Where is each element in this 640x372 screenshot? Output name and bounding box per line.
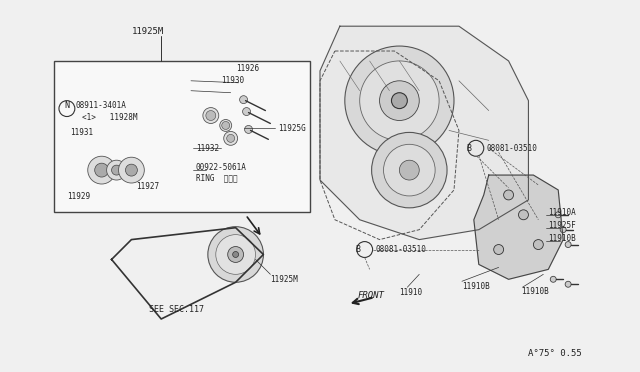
Circle shape [118, 157, 145, 183]
Text: 11910B: 11910B [548, 234, 576, 243]
Text: 11910B: 11910B [462, 282, 490, 291]
Circle shape [239, 96, 248, 104]
Text: 11910B: 11910B [522, 287, 549, 296]
Circle shape [88, 156, 116, 184]
Text: 08081-03510: 08081-03510 [487, 144, 538, 153]
Text: N: N [65, 101, 69, 110]
Circle shape [221, 122, 230, 129]
Circle shape [372, 132, 447, 208]
Text: FRONT: FRONT [358, 291, 385, 300]
Circle shape [383, 144, 435, 196]
Text: 11930: 11930 [221, 76, 244, 85]
Circle shape [493, 244, 504, 254]
Circle shape [95, 163, 109, 177]
Circle shape [565, 241, 571, 247]
Text: 11925M: 11925M [270, 275, 298, 284]
Polygon shape [474, 175, 563, 279]
Circle shape [560, 227, 566, 232]
Text: 11925M: 11925M [131, 27, 164, 36]
Circle shape [243, 108, 250, 116]
Text: 08081-03510: 08081-03510 [376, 245, 426, 254]
Circle shape [533, 240, 543, 250]
Bar [54, 61, 310, 212]
Circle shape [244, 125, 253, 134]
Circle shape [224, 131, 237, 145]
Polygon shape [320, 26, 529, 240]
Circle shape [227, 134, 235, 142]
Circle shape [518, 210, 529, 220]
Circle shape [111, 165, 122, 175]
Circle shape [565, 281, 571, 287]
Circle shape [216, 235, 255, 274]
Text: 11925F: 11925F [548, 221, 576, 230]
Text: 11931: 11931 [70, 128, 93, 137]
Text: SEE SEC.117: SEE SEC.117 [149, 305, 204, 314]
Text: 11910: 11910 [399, 288, 422, 297]
Circle shape [399, 160, 419, 180]
Circle shape [504, 190, 513, 200]
Circle shape [380, 81, 419, 121]
Circle shape [360, 61, 439, 140]
Text: 11932: 11932 [196, 144, 219, 153]
Text: <1>   11928M: <1> 11928M [82, 113, 138, 122]
Circle shape [125, 164, 138, 176]
Text: B: B [467, 144, 472, 153]
Circle shape [208, 227, 264, 282]
Text: 11929: 11929 [67, 192, 90, 201]
Circle shape [206, 110, 216, 121]
Circle shape [220, 119, 232, 131]
Text: A°75° 0.55: A°75° 0.55 [529, 349, 582, 358]
Text: 11910A: 11910A [548, 208, 576, 217]
Text: 11927: 11927 [136, 183, 159, 192]
Text: B: B [355, 245, 360, 254]
Circle shape [556, 212, 561, 218]
Text: RING  リング: RING リング [196, 174, 237, 183]
Circle shape [228, 247, 244, 262]
Circle shape [392, 93, 407, 109]
Text: 08911-3401A: 08911-3401A [76, 101, 127, 110]
Circle shape [233, 251, 239, 257]
Circle shape [107, 160, 127, 180]
Text: 00922-5061A: 00922-5061A [196, 163, 247, 171]
Text: 11926: 11926 [236, 64, 259, 73]
Circle shape [203, 108, 219, 124]
Text: 11925G: 11925G [278, 124, 306, 133]
Circle shape [345, 46, 454, 155]
Circle shape [550, 276, 556, 282]
